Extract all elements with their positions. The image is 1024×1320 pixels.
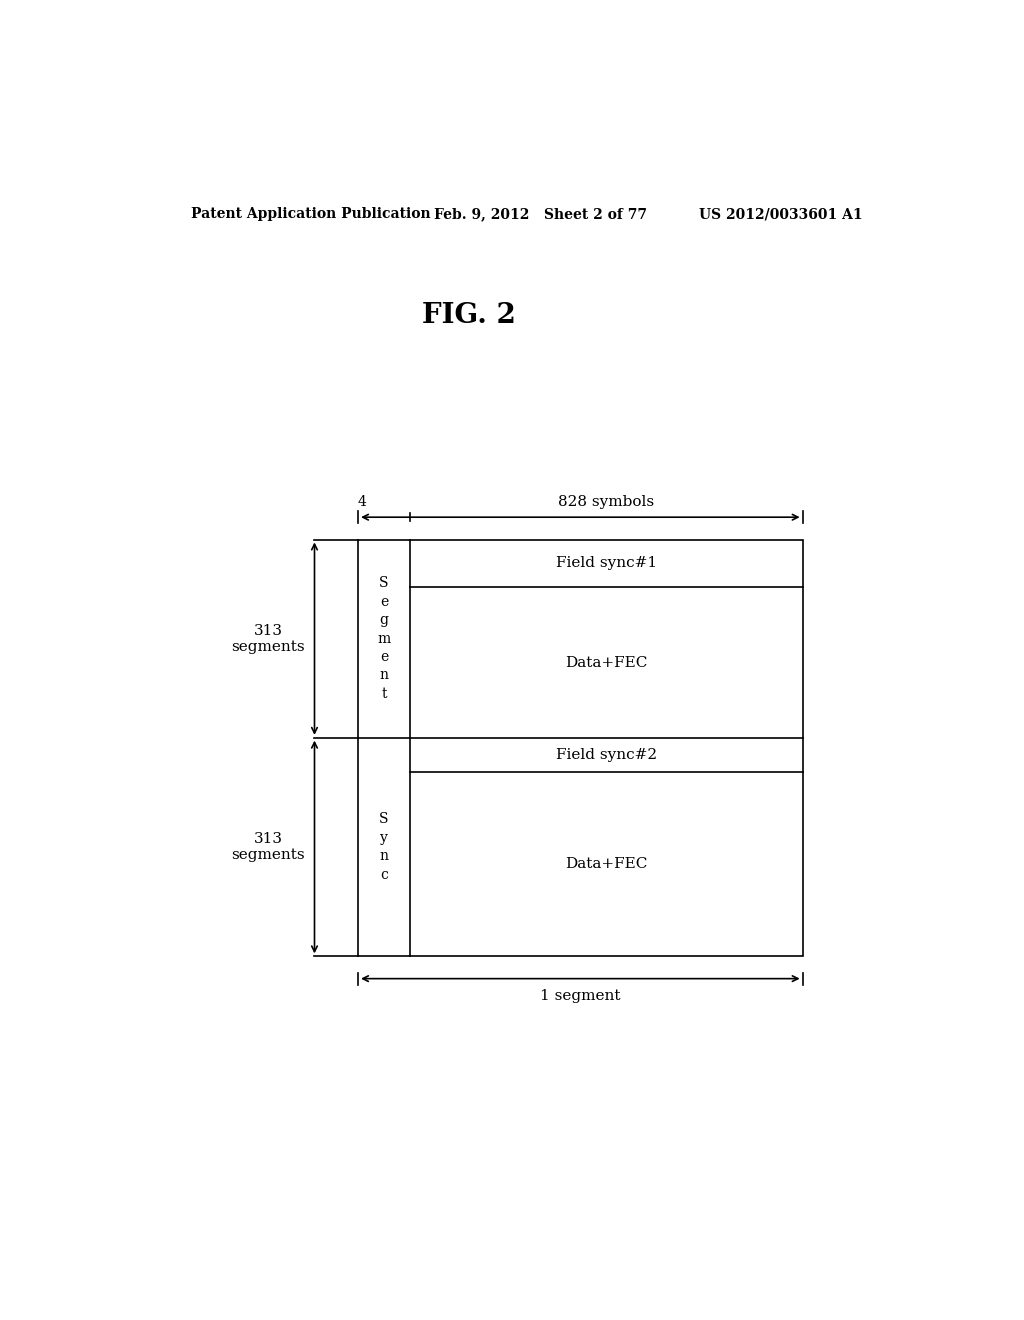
Text: Patent Application Publication: Patent Application Publication: [191, 207, 431, 222]
Text: Data+FEC: Data+FEC: [565, 857, 647, 871]
Text: US 2012/0033601 A1: US 2012/0033601 A1: [699, 207, 863, 222]
Text: 828 symbols: 828 symbols: [558, 495, 654, 510]
Bar: [358, 540, 803, 956]
Text: S
e
g
m
e
n
t: S e g m e n t: [377, 577, 390, 701]
Text: Field sync#1: Field sync#1: [556, 557, 656, 570]
Text: Feb. 9, 2012   Sheet 2 of 77: Feb. 9, 2012 Sheet 2 of 77: [433, 207, 646, 222]
Text: 1 segment: 1 segment: [540, 989, 621, 1003]
Text: Data+FEC: Data+FEC: [565, 656, 647, 669]
Text: 313
segments: 313 segments: [231, 832, 305, 862]
Text: Field sync#2: Field sync#2: [556, 748, 656, 762]
Text: 4: 4: [357, 495, 367, 510]
Text: 313
segments: 313 segments: [231, 623, 305, 653]
Text: S
y
n
c: S y n c: [379, 812, 389, 882]
Text: FIG. 2: FIG. 2: [422, 302, 516, 330]
